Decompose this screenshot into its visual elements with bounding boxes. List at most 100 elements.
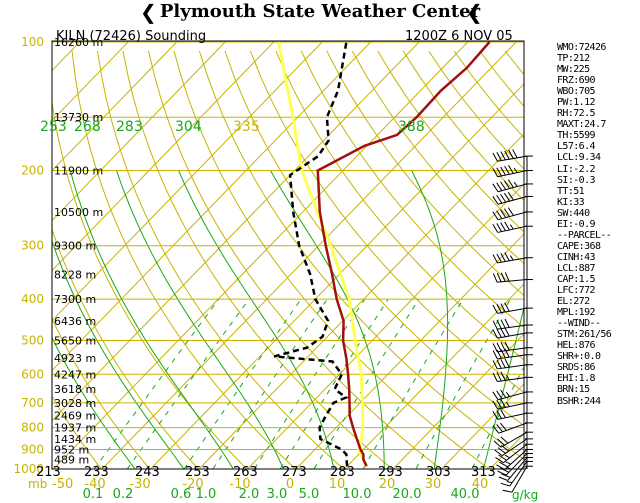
temperature-axis-label: -50 [52, 477, 73, 492]
mixing-ratio-line [471, 366, 524, 469]
index-line: CAPE:368 [557, 240, 601, 252]
theta-top-label: 388 [398, 119, 425, 135]
pressure-label: 1000 [13, 462, 44, 476]
plot-frame [51, 40, 525, 470]
moist-adiabat-line [69, 170, 234, 469]
isotherm-line [101, 41, 517, 469]
height-label: 5650 m [54, 334, 96, 347]
dry-adiabats [52, 50, 524, 469]
theta-bottom-label: 243 [135, 465, 160, 480]
dry-adiabat-line [198, 50, 524, 460]
theta-top-label: 304 [175, 119, 202, 135]
index-line: SRDS:86 [557, 362, 596, 374]
index-line: TH:5599 [557, 130, 596, 142]
mixing-ratio-label: 3.0 [267, 487, 288, 502]
dry-adiabat-line [122, 50, 394, 469]
pressure-label: 100 [21, 35, 44, 49]
wind-barb [492, 272, 533, 283]
height-label: 6436 m [54, 315, 96, 328]
theta-bottom-label: 213 [36, 465, 61, 480]
dry-adiabat-line [52, 317, 151, 469]
mixing-ratio-line [362, 298, 464, 469]
temperature-axis-label: -30 [129, 477, 150, 492]
height-labels: 16260 m 13730 m 11900 m 10500 m 9300 m 8228 m… [54, 36, 103, 466]
theta-top-label: 268 [74, 119, 101, 135]
mixing-ratio-line [93, 298, 220, 469]
isotherm-line [392, 333, 524, 469]
profiles [273, 41, 491, 467]
height-label: 1937 m [54, 422, 96, 435]
parcel-trace [277, 41, 368, 467]
wind-barb [492, 221, 533, 233]
isotherm-line [198, 133, 524, 469]
index-line: MPL:192 [557, 307, 596, 319]
isotherms [52, 41, 524, 469]
theta-bottom-label: 273 [282, 465, 307, 480]
wind-barb [495, 443, 533, 464]
wind-barb [492, 422, 533, 434]
index-line: L57:6.4 [557, 141, 596, 153]
dry-adiabat-line [275, 50, 524, 361]
pressure-label: 400 [21, 292, 44, 306]
dry-adiabat-line [52, 466, 54, 469]
station-label: KILN (72426) Sounding [56, 29, 206, 44]
dry-adiabat-line [300, 50, 524, 328]
index-line: TP:212 [557, 53, 590, 65]
dry-adiabat-line [377, 50, 524, 233]
temperature-axis-label: -20 [182, 477, 203, 492]
temperature-axis-label: 30 [425, 477, 442, 492]
isotherm-line [52, 41, 323, 322]
theta-top-label: 335 [233, 119, 260, 135]
pennant-right-icon: ❮ [466, 0, 483, 24]
isotherm-line [343, 283, 524, 469]
pressure-label: 700 [21, 396, 44, 410]
dry-adiabat-line [173, 50, 491, 469]
isotherm-line [295, 233, 524, 469]
wind-barb [492, 409, 533, 420]
index-line: HEL:876 [557, 340, 596, 352]
height-label: 10500 m [54, 206, 103, 219]
index-line: BRN:15 [557, 384, 590, 396]
index-line: LCL:9.34 [557, 152, 601, 164]
mixing-ratio-label: 1.0 [196, 487, 217, 502]
temperature-trace [316, 41, 491, 467]
temperature-axis-label: 10 [329, 477, 346, 492]
indices-panel: WMO:72426 TP:212 MW:225 FRZ:690 WBO:705 PW:1.… [557, 42, 639, 407]
wind-barb [492, 191, 533, 205]
height-label: 489 m [54, 453, 89, 466]
index-line: LI:-2.2 [557, 163, 596, 175]
wind-barb [492, 165, 533, 178]
pressure-label: 600 [21, 367, 44, 381]
height-label: 4923 m [54, 352, 96, 365]
mixing-ratio-line [415, 298, 511, 469]
wind-barb [493, 431, 533, 448]
wind-barb [492, 348, 533, 360]
wind-barb [502, 465, 533, 493]
mixing-ratio-label: 10.0 [343, 487, 372, 502]
height-label: 7300 m [54, 293, 96, 306]
temperature-axis-label: -10 [229, 477, 250, 492]
height-label: 3618 m [54, 383, 96, 396]
moist-adiabat-line [116, 170, 285, 469]
index-line: WMO:72426 [557, 42, 606, 53]
banner: ❮ Plymouth State Weather Center ❮ [0, 0, 640, 26]
isotherm-line [52, 41, 275, 272]
index-line: LCL:887 [557, 262, 596, 274]
temperature-axis-label: 40 [472, 477, 489, 492]
height-label: 1434 m [54, 433, 96, 446]
index-line: FRZ:690 [557, 75, 596, 87]
dry-adiabat-line [52, 227, 199, 469]
index-line: TT:51 [557, 185, 585, 197]
mixing-ratio-line [126, 298, 250, 469]
temperature-axis-label: 0 [286, 477, 294, 492]
dry-adiabat-line [249, 50, 524, 394]
wind-barb [492, 358, 533, 370]
theta-bottom-label: 293 [378, 465, 403, 480]
mixing-ratio-label: 0.6 [171, 487, 192, 502]
wind-barb [494, 438, 533, 457]
index-line: EHI:1.8 [557, 373, 596, 385]
index-line: --PARCEL-- [557, 229, 612, 241]
dry-adiabat-line [52, 395, 102, 469]
mixing-ratio-label: 2.0 [239, 487, 260, 502]
